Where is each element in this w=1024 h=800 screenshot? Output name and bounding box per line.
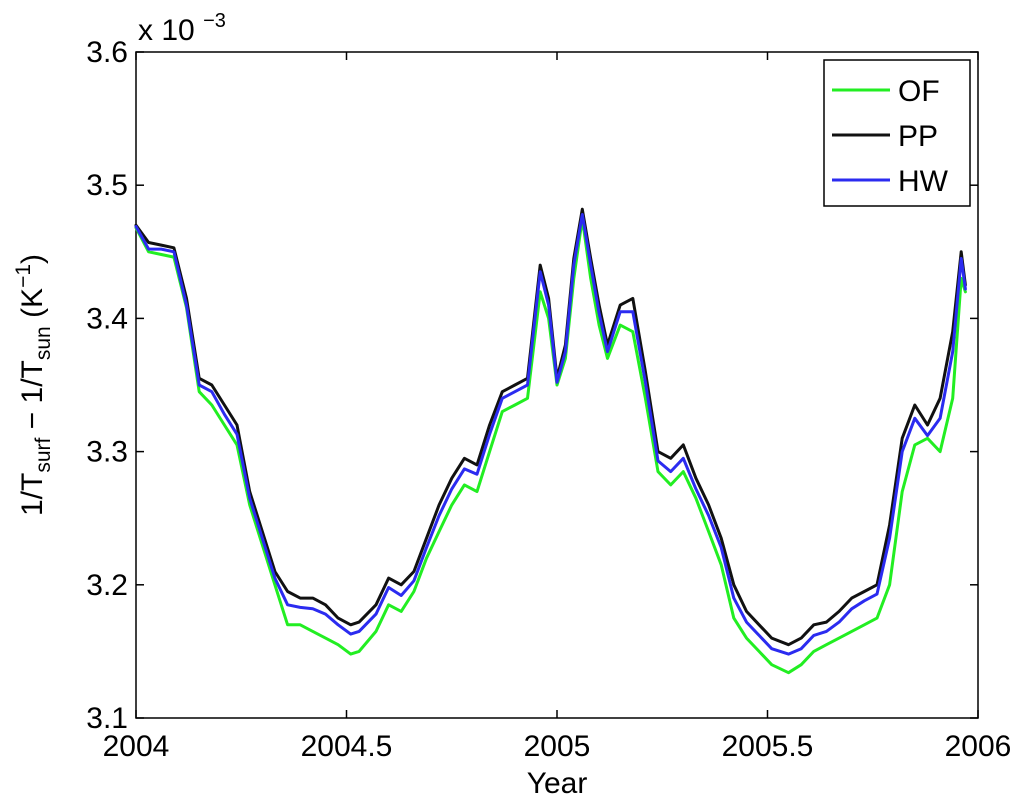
y-tick-label: 3.4 — [86, 302, 128, 335]
legend-label-pp: PP — [898, 120, 938, 153]
series-lines — [134, 207, 967, 675]
series-line-hw — [134, 213, 967, 656]
ylabel-base1: 1/T — [16, 473, 49, 516]
ylabel-mid: − 1/T — [16, 360, 49, 438]
y-tick-label: 3.2 — [86, 569, 128, 602]
legend-label-of: OF — [898, 75, 940, 108]
legend-box — [823, 59, 971, 207]
ylabel-unit-sup: −1 — [12, 264, 35, 288]
exponent-base: x 10 — [138, 14, 195, 47]
x-tick-label: 2004.5 — [301, 730, 393, 763]
legend: OF PP HW — [823, 59, 971, 207]
x-tick-label: 2004 — [103, 730, 170, 763]
exponent-power: −3 — [203, 10, 226, 32]
y-tick-label: 3.6 — [86, 36, 128, 69]
x-tick-label: 2006 — [945, 730, 1012, 763]
y-axis-exponent: x 10 −3 — [138, 10, 226, 47]
y-tick-label: 3.1 — [86, 702, 128, 735]
y-axis-label: 1/Tsurf − 1/Tsun (K−1) — [12, 254, 55, 516]
x-axis-ticks: 2004 2004.5 2005 2005.5 2006 — [103, 52, 1012, 763]
y-axis-ticks: 3.1 3.2 3.3 3.4 3.5 3.6 — [86, 36, 978, 735]
ylabel-sub2: sun — [32, 326, 55, 360]
y-tick-label: 3.3 — [86, 436, 128, 469]
ylabel-unit-close: ) — [16, 254, 49, 264]
legend-label-hw: HW — [898, 165, 949, 198]
x-tick-label: 2005.5 — [722, 730, 814, 763]
ylabel-sub1: surf — [32, 438, 55, 473]
x-tick-label: 2005 — [524, 730, 591, 763]
y-tick-label: 3.5 — [86, 169, 128, 202]
x-axis-label: Year — [527, 767, 588, 800]
ylabel-unit-open: (K — [16, 288, 49, 326]
